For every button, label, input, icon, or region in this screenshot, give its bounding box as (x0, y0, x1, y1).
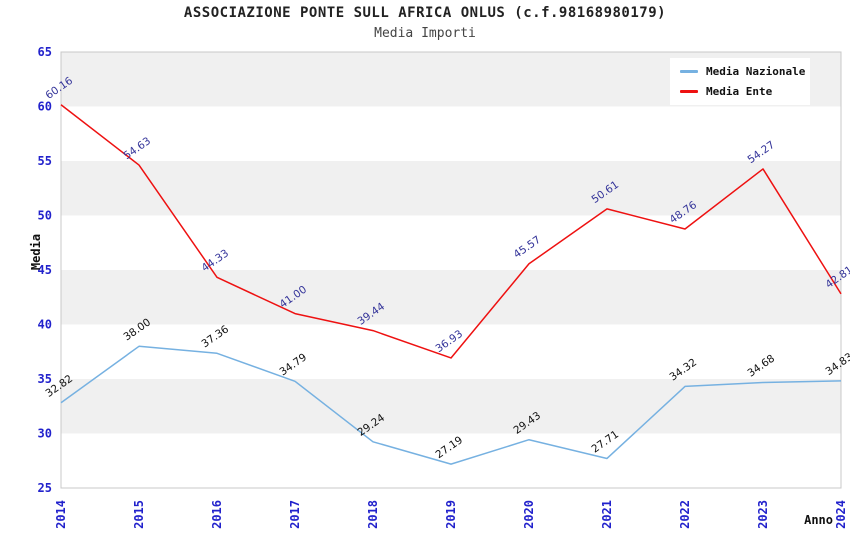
x-tick-label: 2023 (756, 500, 770, 529)
plot-border-rect (60, 51, 842, 489)
legend: Media Nazionale Media Ente (670, 58, 810, 105)
x-axis-tick-labels: 2014 2015 2016 2017 2018 2019 2020 2021 2022 2023… (54, 500, 848, 529)
plot-bands (61, 52, 841, 434)
y-tick-label: 50 (38, 209, 52, 223)
plot-band (61, 161, 841, 216)
x-tick-label: 2018 (366, 500, 380, 529)
y-tick-label: 35 (38, 372, 52, 386)
plot-border (60, 51, 842, 489)
y-tick-label: 45 (38, 263, 52, 277)
legend-item-media-ente: Media Ente (680, 85, 800, 98)
y-tick-label: 30 (38, 427, 52, 441)
x-tick-label: 2020 (522, 500, 536, 529)
data-label: 54.63 (122, 135, 154, 162)
x-tick-label: 2016 (210, 500, 224, 529)
y-axis-title: Media (29, 233, 44, 271)
y-tick-label: 40 (38, 318, 52, 332)
x-tick-label: 2017 (288, 500, 302, 529)
data-label: 34.68 (746, 352, 778, 379)
data-label: 34.83 (824, 351, 850, 378)
y-tick-label: 25 (38, 481, 52, 495)
series-line-media-nazionale (60, 345, 842, 465)
x-tick-label: 2024 (834, 500, 848, 529)
y-tick-label: 60 (38, 100, 52, 114)
x-tick-label: 2019 (444, 500, 458, 529)
plot-band (61, 379, 841, 434)
x-tick-label: 2014 (54, 500, 68, 529)
series-lines (60, 104, 842, 465)
y-axis-tick-labels: 25 30 35 40 45 50 55 60 65 (38, 45, 52, 495)
legend-swatch-icon (680, 90, 698, 93)
y-tick-label: 55 (38, 154, 52, 168)
y-tick-label: 65 (38, 45, 52, 59)
legend-swatch-icon (680, 70, 698, 73)
series-line-media-ente (60, 104, 842, 359)
x-tick-label: 2015 (132, 500, 146, 529)
x-tick-label: 2021 (600, 500, 614, 529)
legend-label: Media Nazionale (706, 65, 806, 78)
x-axis-title: Anno (804, 513, 833, 527)
data-label: 34.79 (278, 351, 310, 378)
legend-label: Media Ente (706, 85, 773, 98)
chart-title: ASSOCIAZIONE PONTE SULL AFRICA ONLUS (c.… (183, 5, 667, 21)
data-label: 36.93 (434, 328, 466, 355)
chart-subtitle: Media Importi (374, 26, 476, 41)
data-label: 27.19 (434, 434, 466, 461)
plot-band (61, 270, 841, 325)
legend-item-media-nazionale: Media Nazionale (680, 65, 805, 78)
x-tick-label: 2022 (678, 500, 692, 529)
data-label: 37.36 (200, 323, 232, 350)
